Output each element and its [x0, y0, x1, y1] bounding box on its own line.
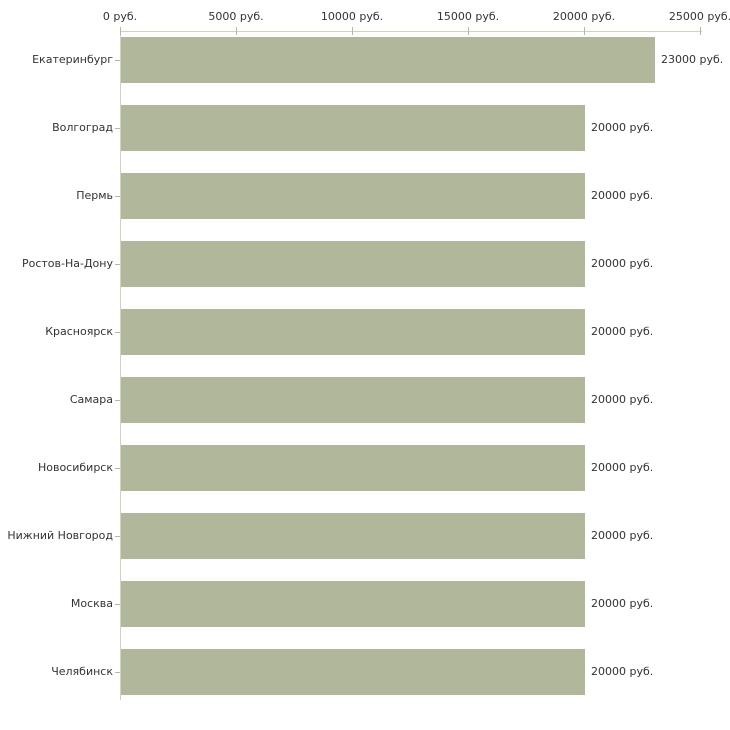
bar	[121, 309, 585, 355]
y-tick-mark	[115, 60, 120, 61]
bar	[121, 241, 585, 287]
category-label: Челябинск	[51, 665, 113, 678]
category-label: Нижний Новгород	[7, 529, 113, 542]
bar	[121, 377, 585, 423]
y-tick-mark	[115, 400, 120, 401]
value-label: 20000 руб.	[591, 529, 654, 542]
value-label: 20000 руб.	[591, 393, 654, 406]
x-tick-mark	[120, 27, 121, 35]
category-label: Красноярск	[45, 325, 113, 338]
x-tick-mark	[236, 27, 237, 35]
x-axis-tick-label: 25000 руб.	[668, 10, 730, 23]
x-axis-tick-label: 10000 руб.	[320, 10, 384, 23]
y-tick-mark	[115, 468, 120, 469]
y-tick-mark	[115, 128, 120, 129]
y-tick-mark	[115, 536, 120, 537]
bar	[121, 105, 585, 151]
value-label: 23000 руб.	[661, 53, 724, 66]
bar	[121, 37, 655, 83]
x-tick-mark	[700, 27, 701, 35]
x-axis-tick-label: 15000 руб.	[436, 10, 500, 23]
value-label: 20000 руб.	[591, 121, 654, 134]
value-label: 20000 руб.	[591, 257, 654, 270]
x-tick-mark	[584, 27, 585, 35]
x-tick-mark	[468, 27, 469, 35]
x-axis-tick-label: 5000 руб.	[208, 10, 264, 23]
y-tick-mark	[115, 672, 120, 673]
x-axis-tick-label: 20000 руб.	[552, 10, 616, 23]
value-label: 20000 руб.	[591, 461, 654, 474]
category-label: Самара	[69, 393, 113, 406]
category-label: Новосибирск	[37, 461, 113, 474]
bar	[121, 513, 585, 559]
x-axis-line	[120, 31, 702, 32]
category-label: Ростов-На-Дону	[21, 257, 113, 270]
value-label: 20000 руб.	[591, 189, 654, 202]
y-tick-mark	[115, 332, 120, 333]
category-label: Пермь	[76, 189, 113, 202]
value-label: 20000 руб.	[591, 597, 654, 610]
bar	[121, 649, 585, 695]
category-label: Екатеринбург	[32, 53, 113, 66]
y-tick-mark	[115, 264, 120, 265]
value-label: 20000 руб.	[591, 325, 654, 338]
y-tick-mark	[115, 604, 120, 605]
value-label: 20000 руб.	[591, 665, 654, 678]
y-axis-line	[120, 31, 121, 700]
bar	[121, 581, 585, 627]
bar	[121, 445, 585, 491]
category-label: Москва	[70, 597, 113, 610]
category-label: Волгоград	[52, 121, 113, 134]
x-axis-tick-label: 0 руб.	[102, 10, 138, 23]
x-tick-mark	[352, 27, 353, 35]
bar	[121, 173, 585, 219]
y-tick-mark	[115, 196, 120, 197]
